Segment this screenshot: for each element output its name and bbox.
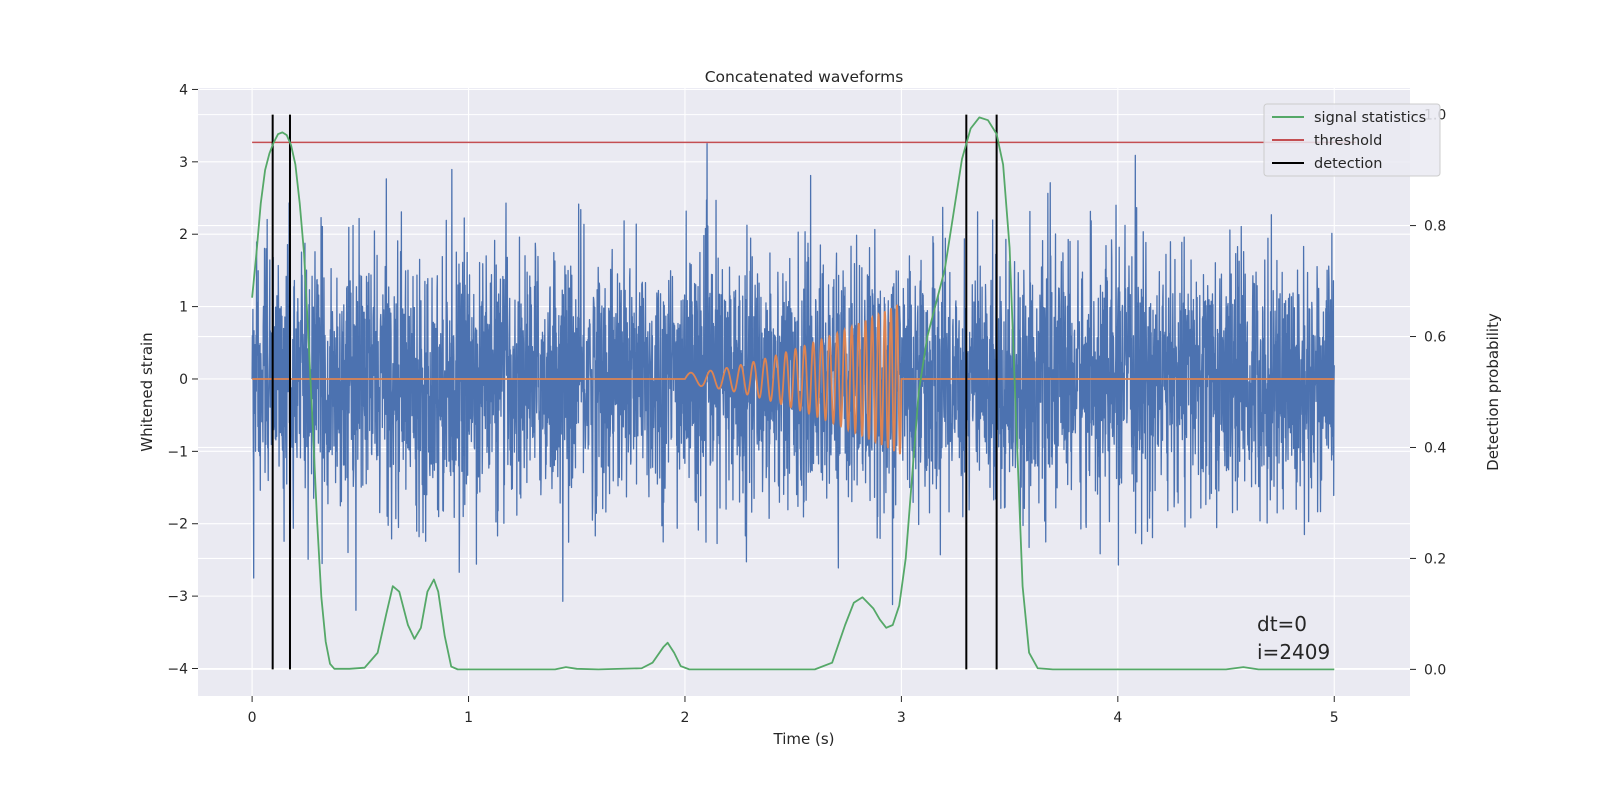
x-tick-label: 0: [248, 710, 257, 726]
strain-line: [251, 143, 1335, 611]
annotation-index: i=2409: [1257, 640, 1330, 664]
y-left-tick-label: 3: [179, 155, 188, 171]
legend-label-signal-statistics: signal statistics: [1314, 110, 1426, 126]
signal-statistics-line: [251, 116, 1335, 671]
y-right-tick-label: 0.6: [1424, 330, 1446, 346]
strain-series: [251, 143, 1335, 611]
signal-statistics-series: [251, 116, 1335, 671]
y-left-tick-label: 1: [179, 300, 188, 316]
y-right-tick-label: 0.4: [1424, 440, 1446, 456]
y-left-tick-label: 4: [179, 82, 188, 98]
y-right-tick-label: 0.8: [1424, 219, 1446, 235]
y-right-tick-label: 0.2: [1424, 551, 1446, 567]
y-left-tick-label: −4: [167, 661, 188, 677]
y-left-tick-label: 0: [179, 372, 188, 388]
y-left-tick-label: −3: [167, 589, 188, 605]
chart-title: Concatenated waveforms: [705, 68, 904, 86]
y-axis-right-label: Detection probability: [1484, 313, 1502, 471]
x-axis-label: Time (s): [773, 730, 835, 748]
y-left-tick-label: −1: [167, 444, 188, 460]
legend-label-detection: detection: [1314, 156, 1382, 172]
template-line: [252, 304, 1335, 455]
detection-series: [271, 114, 998, 670]
legend: signal statistics threshold detection: [1263, 103, 1441, 177]
y-left-tick-label: 2: [179, 227, 188, 243]
x-tick-label: 5: [1330, 710, 1339, 726]
x-tick-label: 4: [1113, 710, 1122, 726]
x-tick-label: 2: [681, 710, 690, 726]
template-series: [252, 304, 1335, 455]
y-left-tick-label: −2: [167, 517, 188, 533]
annotation-dt: dt=0: [1257, 612, 1307, 636]
legend-box: [1263, 103, 1441, 177]
legend-label-threshold: threshold: [1314, 133, 1382, 149]
y-right-tick-label: 0.0: [1424, 662, 1446, 678]
y-axis-left-label: Whitened strain: [138, 332, 156, 451]
x-tick-label: 3: [897, 710, 906, 726]
x-tick-label: 1: [464, 710, 473, 726]
